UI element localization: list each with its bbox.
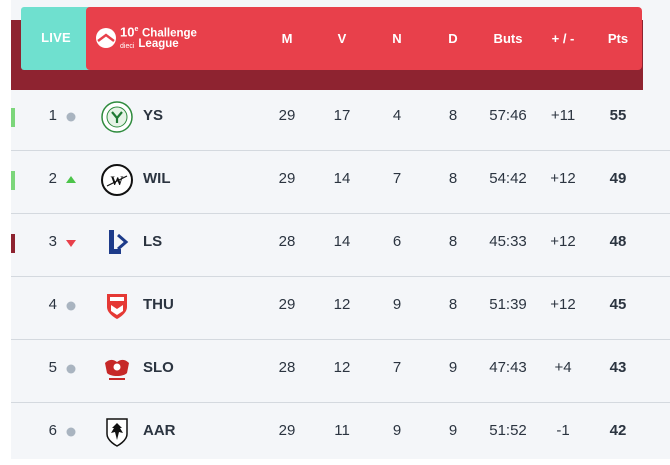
draws: 9 <box>392 422 402 439</box>
col-header-goal-diff[interactable]: + / - <box>551 31 575 46</box>
rank: 6 <box>48 422 57 439</box>
table-row[interactable]: 6 AAR 29 11 9 9 51:52 -1 42 <box>11 403 670 465</box>
matches-played: 28 <box>278 359 296 376</box>
table-row[interactable]: 2 W WIL 29 14 7 8 54:42 +12 49 <box>11 151 670 214</box>
league-logo: 10e Challenge dieci League <box>94 23 197 53</box>
points: 43 <box>609 359 627 376</box>
goals: 45:33 <box>489 233 527 250</box>
trend-same-icon <box>66 427 76 437</box>
table-row[interactable]: 5 SLO 28 12 7 9 47:43 +4 43 <box>11 340 670 403</box>
col-header-played[interactable]: M <box>281 31 293 46</box>
table-header: 10e Challenge dieci League <box>86 7 642 70</box>
relegation-marker <box>11 234 15 253</box>
matches-played: 29 <box>278 296 296 313</box>
wins: 11 <box>334 422 350 439</box>
goal-diff: +4 <box>554 359 572 376</box>
league-name-line2: League <box>138 38 179 51</box>
points: 48 <box>609 233 627 250</box>
matches-played: 28 <box>278 233 296 250</box>
trend-same-icon <box>66 112 76 122</box>
draws: 7 <box>392 170 402 187</box>
points: 49 <box>609 170 627 187</box>
wins: 14 <box>333 233 351 250</box>
matches-played: 29 <box>278 107 296 124</box>
col-header-draws[interactable]: N <box>392 31 402 46</box>
col-header-points[interactable]: Pts <box>607 31 629 46</box>
rank: 2 <box>48 170 57 187</box>
wins: 12 <box>333 359 351 376</box>
goals: 51:39 <box>489 296 527 313</box>
qualification-marker <box>11 108 15 127</box>
losses: 9 <box>448 359 458 376</box>
goal-diff: -1 <box>556 422 570 439</box>
team-name[interactable]: WIL <box>143 170 171 187</box>
goal-diff: +12 <box>550 233 576 250</box>
team-name[interactable]: YS <box>143 107 164 124</box>
league-name-line1: Challenge <box>142 27 197 40</box>
ls-crest-icon <box>109 230 129 254</box>
wins: 17 <box>333 107 351 124</box>
losses: 8 <box>448 296 458 313</box>
goal-diff: +11 <box>550 107 576 124</box>
table-row[interactable]: 1 YS 29 17 4 8 57:46 +11 55 <box>11 88 670 151</box>
team-name[interactable]: SLO <box>143 359 174 376</box>
table-row[interactable]: 4 THU 29 12 9 8 51:39 +12 45 <box>11 277 670 340</box>
col-header-goals[interactable]: Buts <box>493 31 523 46</box>
slo-crest-icon <box>105 359 129 380</box>
team-name[interactable]: THU <box>143 296 174 313</box>
goal-diff: +12 <box>550 170 576 187</box>
thu-crest-icon <box>107 294 127 319</box>
points: 42 <box>609 422 627 439</box>
goals: 51:52 <box>489 422 527 439</box>
qualification-marker <box>11 171 15 190</box>
trend-down-icon <box>66 240 76 247</box>
goals: 47:43 <box>489 359 527 376</box>
wins: 12 <box>333 296 351 313</box>
aar-crest-icon <box>106 418 128 447</box>
league-dieci: dieci <box>120 43 135 51</box>
table-row[interactable]: 3 LS 28 14 6 8 45:33 +12 48 <box>11 214 670 277</box>
matches-played: 29 <box>278 422 296 439</box>
trend-up-icon <box>66 176 76 183</box>
live-tab-label: LIVE <box>41 30 71 45</box>
matches-played: 29 <box>278 170 296 187</box>
goals: 57:46 <box>489 107 527 124</box>
goals: 54:42 <box>489 170 527 187</box>
losses: 9 <box>448 422 458 439</box>
draws: 7 <box>392 359 402 376</box>
trend-same-icon <box>66 364 76 374</box>
losses: 8 <box>448 170 458 187</box>
draws: 6 <box>392 233 402 250</box>
wins: 14 <box>333 170 351 187</box>
ys-crest-icon <box>101 101 133 133</box>
points: 45 <box>609 296 627 313</box>
rank: 5 <box>48 359 57 376</box>
league-ball-icon <box>96 28 116 48</box>
col-header-wins[interactable]: V <box>337 31 347 46</box>
rank: 1 <box>48 107 57 124</box>
league-number: 10 <box>120 24 135 40</box>
rank: 4 <box>48 296 57 313</box>
trend-same-icon <box>66 301 76 311</box>
col-header-losses[interactable]: D <box>448 31 458 46</box>
draws: 9 <box>392 296 402 313</box>
team-name[interactable]: LS <box>143 233 163 250</box>
points: 55 <box>609 107 627 124</box>
wil-crest-icon: W <box>101 164 133 196</box>
losses: 8 <box>448 107 458 124</box>
losses: 8 <box>448 233 458 250</box>
draws: 4 <box>392 107 402 124</box>
team-name[interactable]: AAR <box>143 422 176 439</box>
rank: 3 <box>48 233 57 250</box>
goal-diff: +12 <box>550 296 576 313</box>
league-number-sup: e <box>134 25 139 33</box>
